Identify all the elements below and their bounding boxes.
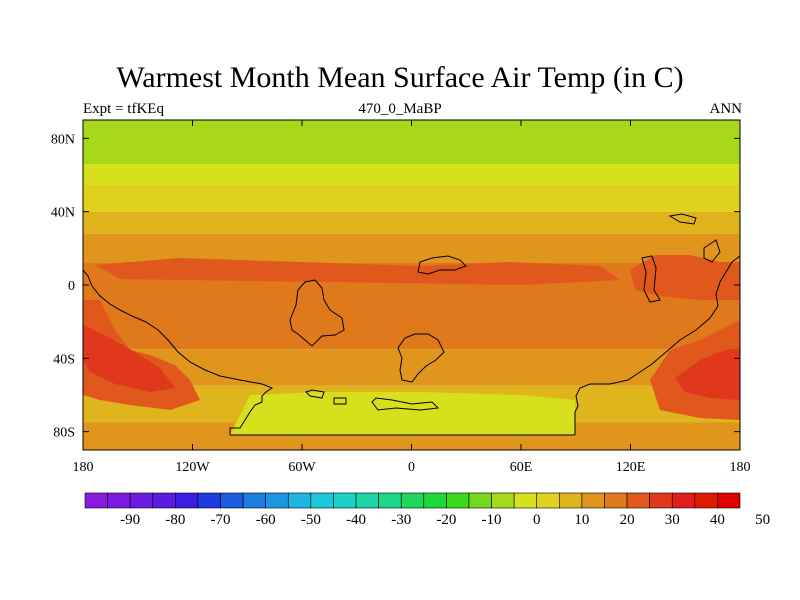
colorbar-label-3: -60 <box>256 512 276 528</box>
colorbar-swatch-8 <box>265 492 289 509</box>
continent-outlines <box>83 213 740 436</box>
y-tick-label-1: 40N <box>51 206 75 221</box>
hot-patch-west-core <box>83 325 175 392</box>
island-2 <box>397 333 445 383</box>
colorbar-swatch-11 <box>333 492 357 509</box>
colorbar-swatch-3 <box>152 492 176 509</box>
x-tick-label-4: 60E <box>510 460 533 475</box>
colorbar-swatch-1 <box>107 492 131 509</box>
colorbar-swatch-28 <box>717 492 741 509</box>
colorbar-swatch-10 <box>310 492 334 509</box>
colorbar-swatch-25 <box>649 492 673 509</box>
hot-patch-northeast <box>630 255 740 300</box>
colorbar-label-2: -70 <box>211 512 231 528</box>
colorbar-label-4: -50 <box>301 512 321 528</box>
colorbar-swatch-24 <box>626 492 650 509</box>
y-tick-label-0: 80N <box>51 132 75 147</box>
temperature-band-1 <box>83 164 740 185</box>
colorbar-label-12: 30 <box>665 512 680 528</box>
colorbar-swatch-5 <box>197 492 221 509</box>
colorbar-swatch-7 <box>242 492 266 509</box>
colorbar-swatch-14 <box>400 492 425 509</box>
y-tick-label-3: 40S <box>53 352 75 367</box>
colorbar-label-9: 0 <box>533 512 541 528</box>
colorbar-label-8: -10 <box>482 512 502 528</box>
colorbar-swatch-21 <box>559 492 583 509</box>
colorbar-label-7: -20 <box>436 512 456 528</box>
temperature-band-2 <box>83 184 740 212</box>
x-tick-label-3: 0 <box>408 460 415 475</box>
colorbar-swatch-15 <box>423 492 447 509</box>
island-3 <box>417 255 467 275</box>
colorbar-swatch-23 <box>604 492 628 509</box>
x-tick-label-1: 120W <box>175 460 210 475</box>
temperature-band-6 <box>83 349 740 386</box>
cool-plateau-south <box>230 392 575 435</box>
x-tick-label-5: 120E <box>616 460 646 475</box>
colorbar-label-11: 20 <box>620 512 635 528</box>
colorbar-swatch-18 <box>491 492 515 509</box>
colorbar-label-13: 40 <box>710 512 725 528</box>
island-9 <box>703 239 721 263</box>
colorbar-swatch-0 <box>84 492 108 509</box>
period-label: 470_0_MaBP <box>358 101 442 117</box>
colorbar-label-5: -40 <box>346 512 366 528</box>
temperature-anomaly-patches <box>83 255 740 435</box>
season-label: ANN <box>709 101 743 117</box>
colorbar-swatch-27 <box>694 492 718 509</box>
island-6 <box>333 397 347 405</box>
temperature-band-0 <box>83 120 740 164</box>
island-5 <box>305 389 325 399</box>
colorbar-swatch-26 <box>671 492 696 509</box>
continent-south-outline <box>83 255 740 435</box>
colorbar-swatch-17 <box>468 492 492 509</box>
colorbar-label-14: 50 <box>755 512 770 528</box>
colorbar-swatch-9 <box>287 492 312 509</box>
x-axis: 180 120W 60W 0 60E 120E 180 <box>73 120 751 475</box>
temperature-field <box>83 120 740 450</box>
x-tick-label-6: 180 <box>730 460 751 475</box>
temperature-band-4 <box>83 233 740 263</box>
colorbar-swatch-20 <box>536 492 560 509</box>
island-7 <box>668 213 697 225</box>
colorbar-label-0: -90 <box>120 512 140 528</box>
colorbar-label-1: -80 <box>165 512 185 528</box>
y-tick-label-2: 0 <box>68 279 75 294</box>
colorbar-swatch-16 <box>446 492 470 509</box>
colorbar-swatch-19 <box>513 492 538 509</box>
colorbar-swatch-12 <box>355 492 379 509</box>
y-tick-label-4: 80S <box>53 426 75 441</box>
colorbar-label-6: -30 <box>391 512 411 528</box>
colorbar-label-10: 10 <box>574 512 589 528</box>
island-1 <box>289 279 345 347</box>
hot-patch-north <box>95 258 620 285</box>
colorbar-swatch-22 <box>581 492 605 509</box>
experiment-label: Expt = tfKEq <box>83 101 164 117</box>
hot-patch-east-core <box>675 348 740 400</box>
temperature-band-3 <box>83 211 740 234</box>
y-axis: 80N 40N 0 40S 80S <box>51 132 740 441</box>
colorbar-swatch-2 <box>129 492 154 509</box>
x-tick-label-2: 60W <box>288 460 316 475</box>
colorbar: -90 -80 -70 -60 -50 -40 -30 -20 -10 0 10 20 30 40 50 <box>84 492 770 528</box>
island-4 <box>371 397 440 411</box>
colorbar-swatch-13 <box>378 492 402 509</box>
colorbar-swatch-4 <box>175 492 199 509</box>
island-8 <box>641 255 661 303</box>
colorbar-swatch-6 <box>220 492 244 509</box>
map-title: Warmest Month Mean Surface Air Temp (in … <box>116 61 684 94</box>
x-tick-label-0: 180 <box>73 460 94 475</box>
